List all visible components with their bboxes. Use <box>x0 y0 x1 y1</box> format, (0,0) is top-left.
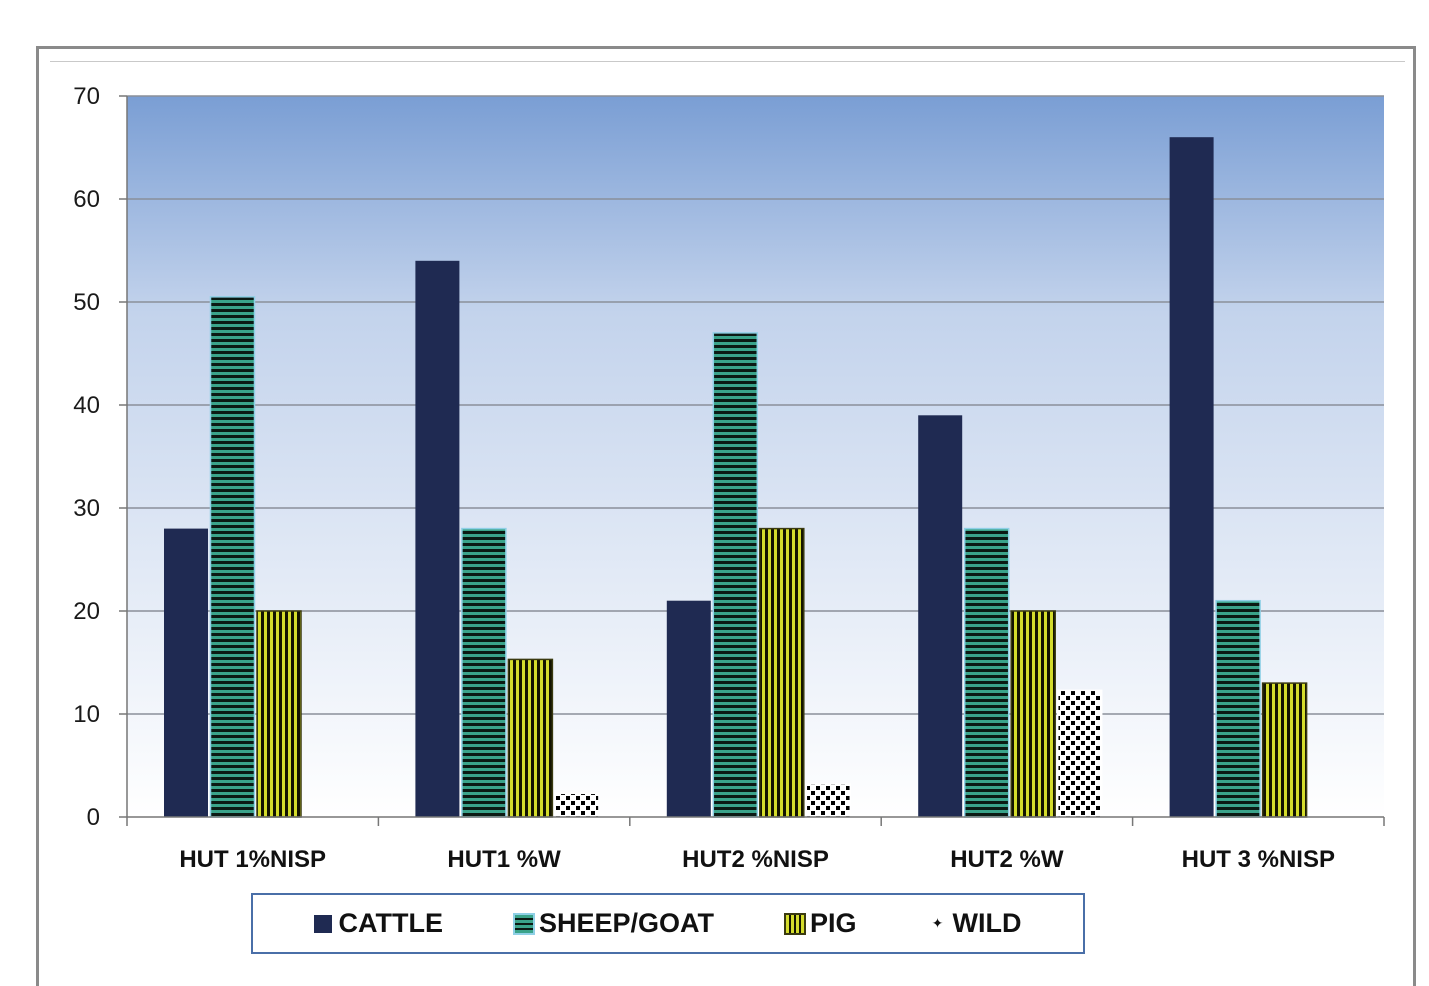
x-category-label: HUT 1%NISP <box>179 846 326 873</box>
legend-swatch-pig <box>784 912 806 935</box>
bar-cattle <box>666 600 711 817</box>
bars <box>164 137 1308 818</box>
bar-cattle <box>918 415 963 817</box>
legend-item-pig: PIG <box>784 908 857 939</box>
bar-sheep-goat <box>1215 599 1261 818</box>
bar-wild <box>805 783 852 818</box>
bar-cattle <box>415 260 460 817</box>
bar-pig <box>1010 610 1056 818</box>
bar-pig <box>759 527 805 818</box>
bar-wild <box>1056 689 1103 818</box>
legend-item-cattle: CATTLE <box>314 908 443 939</box>
x-category-label: HUT2 %W <box>950 846 1064 873</box>
frame-divider <box>50 61 1405 62</box>
x-category-label: HUT 3 %NISP <box>1182 846 1335 873</box>
legend: CATTLE SHEEP/GOAT PIG ✦ WILD <box>251 893 1085 954</box>
bar-cattle <box>1169 137 1214 817</box>
y-tick-label: 70 <box>73 83 100 110</box>
y-tick-label: 40 <box>73 392 100 419</box>
legend-item-sheep-goat: SHEEP/GOAT <box>512 908 714 939</box>
legend-item-wild: ✦ WILD <box>929 908 1022 939</box>
legend-label: CATTLE <box>338 908 443 938</box>
x-category-label: HUT2 %NISP <box>682 846 829 873</box>
y-tick-label: 50 <box>73 289 100 316</box>
bar-sheep-goat <box>963 527 1010 818</box>
y-tick-label: 0 <box>87 804 100 831</box>
legend-swatch-wild: ✦ <box>931 915 944 931</box>
bar-pig <box>256 610 302 818</box>
legend-label: WILD <box>952 908 1022 938</box>
y-tick-label: 30 <box>73 495 100 522</box>
bar-cattle <box>164 528 208 817</box>
y-tick-label: 20 <box>73 598 100 625</box>
legend-swatch-cattle <box>314 914 333 933</box>
bar-sheep-goat <box>712 332 759 818</box>
bar-pig <box>1261 682 1308 818</box>
legend-label: SHEEP/GOAT <box>538 908 714 938</box>
bar-pig <box>507 658 554 818</box>
y-tick-label: 10 <box>73 701 100 728</box>
axes: 0 10 20 30 40 50 60 70 HUT 1%NISP HUT1 %W HUT2 %NI… <box>73 83 1385 873</box>
legend-swatch-sheep-goat <box>512 912 535 935</box>
bar-sheep-goat <box>209 296 256 818</box>
y-tick-label: 60 <box>73 186 100 213</box>
bar-wild <box>554 792 600 818</box>
bar-sheep-goat <box>461 527 507 818</box>
x-category-label: HUT1 %W <box>447 846 561 873</box>
legend-label: PIG <box>810 908 857 938</box>
